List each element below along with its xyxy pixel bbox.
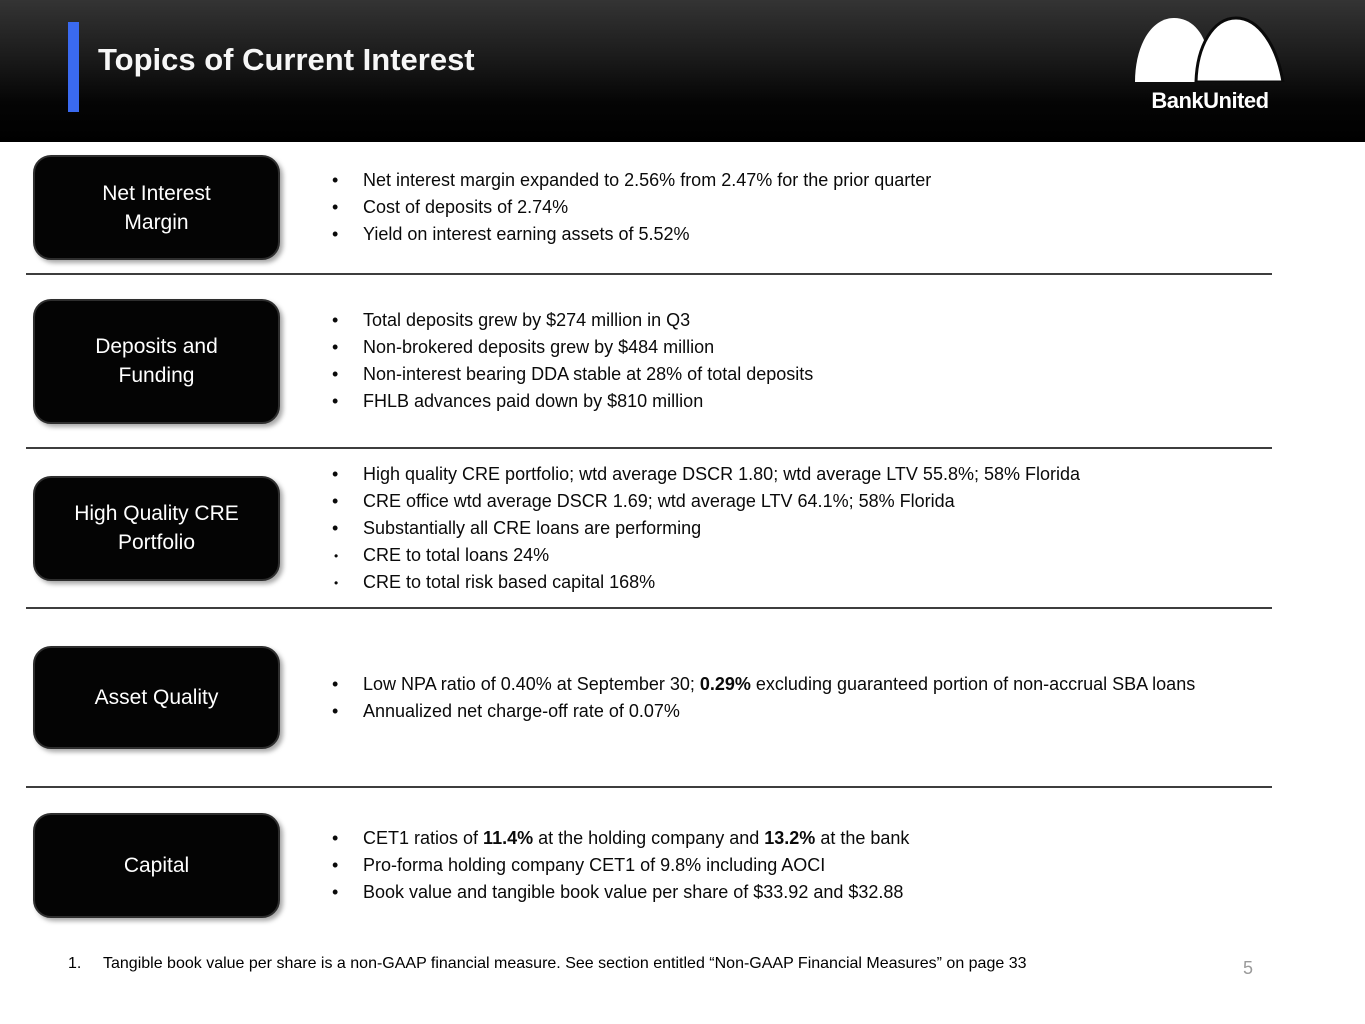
section-divider — [26, 273, 1272, 275]
bullet-item: CRE to total loans 24% — [330, 542, 1280, 570]
topic-label-box: Asset Quality — [33, 646, 280, 749]
bullet-item: Non-brokered deposits grew by $484 milli… — [330, 334, 1280, 361]
bankunited-logo-text: BankUnited — [1151, 88, 1269, 113]
bullet-text-segment: Pro-forma holding company CET1 of 9.8% i… — [363, 854, 826, 875]
topic-label-box: Net Interest Margin — [33, 155, 280, 260]
bullet-text-segment: Annualized net charge-off rate of 0.07% — [363, 700, 680, 721]
bullet-item: Book value and tangible book value per s… — [330, 879, 1280, 906]
topic-section: Asset Quality Low NPA ratio of 0.40% at … — [0, 609, 1365, 786]
section-bullets: Low NPA ratio of 0.40% at September 30; … — [330, 671, 1280, 725]
section-bullets: CET1 ratios of 11.4% at the holding comp… — [330, 825, 1280, 906]
bullet-item: CET1 ratios of 11.4% at the holding comp… — [330, 825, 1280, 852]
bullet-text-segment: Substantially all CRE loans are performi… — [363, 517, 702, 538]
bullet-text-segment: CRE office wtd average DSCR 1.69; wtd av… — [363, 490, 955, 511]
section-label: High Quality CRE Portfolio — [74, 502, 239, 554]
bullet-text-segment: Total deposits grew by $274 million in Q… — [363, 310, 691, 330]
footnote-text: Tangible book value per share is a non-G… — [103, 955, 1027, 972]
bullet-item: Pro-forma holding company CET1 of 9.8% i… — [330, 852, 1280, 879]
bullet-text-segment: CRE to total risk based capital 168% — [363, 571, 656, 592]
section-bullets: Net interest margin expanded to 2.56% fr… — [330, 167, 1280, 248]
bullet-text-segment: Non-brokered deposits grew by $484 milli… — [363, 337, 715, 357]
page-number: 5 — [1243, 958, 1254, 978]
bullet-text-segment: at the bank — [815, 827, 910, 848]
slide-header: Topics of Current Interest BankUnited — [0, 0, 1365, 142]
bullet-text-segment: 11.4% — [483, 827, 534, 848]
bullet-item: High quality CRE portfolio; wtd average … — [330, 461, 1280, 488]
bullet-text-segment: Yield on interest earning assets of 5.52… — [363, 224, 690, 244]
topic-label-box: Capital — [33, 812, 280, 918]
title-accent-bar — [68, 22, 79, 112]
bullet-item: Yield on interest earning assets of 5.52… — [330, 221, 1280, 248]
section-divider — [26, 607, 1272, 609]
footnote-number: 1. — [68, 955, 82, 972]
page-title: Topics of Current Interest — [98, 42, 475, 77]
bullet-item: Cost of deposits of 2.74% — [330, 194, 1280, 221]
bullet-item: Substantially all CRE loans are performi… — [330, 515, 1280, 542]
bullet-text-segment: 13.2% — [764, 827, 816, 848]
bullet-item: CRE office wtd average DSCR 1.69; wtd av… — [330, 488, 1280, 515]
bullet-text-segment: excluding guaranteed portion of non-accr… — [750, 673, 1196, 694]
bullet-item: Non-interest bearing DDA stable at 28% o… — [330, 361, 1280, 388]
section-label: Deposits and Funding — [95, 335, 218, 387]
section-label: Net Interest Margin — [102, 181, 211, 234]
bullet-text-segment: Net interest margin expanded to 2.56% fr… — [363, 170, 932, 190]
bullet-item: Low NPA ratio of 0.40% at September 30; … — [330, 671, 1280, 698]
section-bullets: Total deposits grew by $274 million in Q… — [330, 307, 1280, 415]
bullet-item: Annualized net charge-off rate of 0.07% — [330, 698, 1280, 725]
bullet-text-segment: CET1 ratios of — [363, 827, 484, 848]
topic-label-box: High Quality CRE Portfolio — [33, 475, 280, 581]
footnote: 1. Tangible book value per share is a non… — [68, 955, 1027, 973]
bullet-item: FHLB advances paid down by $810 million — [330, 388, 1280, 415]
section-divider — [26, 786, 1272, 788]
bullet-text-segment: Low NPA ratio of 0.40% at September 30; — [363, 673, 700, 694]
section-divider — [26, 447, 1272, 449]
bankunited-logo: BankUnited — [1132, 16, 1288, 114]
topic-section: Capital CET1 ratios of 11.4% at the hold… — [0, 788, 1365, 942]
bullet-item: Total deposits grew by $274 million in Q… — [330, 307, 1280, 334]
bankunited-arches-icon — [1134, 16, 1285, 82]
bullet-text-segment: Non-interest bearing DDA stable at 28% o… — [363, 364, 814, 384]
bullet-text-segment: FHLB advances paid down by $810 million — [363, 391, 704, 411]
bullet-text-segment: High quality CRE portfolio; wtd average … — [363, 463, 1081, 484]
topic-label-box: Deposits and Funding — [33, 298, 280, 424]
bullet-item: CRE to total risk based capital 168% — [330, 569, 1280, 597]
bullet-item: Net interest margin expanded to 2.56% fr… — [330, 167, 1280, 194]
bullet-text-segment: Cost of deposits of 2.74% — [363, 197, 569, 217]
section-label: Asset Quality — [94, 686, 219, 709]
section-label: Capital — [123, 853, 190, 877]
bullet-text-segment: Book value and tangible book value per s… — [363, 881, 904, 902]
bullet-text-segment: 0.29% — [699, 673, 751, 694]
section-bullets: High quality CRE portfolio; wtd average … — [330, 461, 1280, 597]
bullet-text-segment: CRE to total loans 24% — [363, 544, 550, 565]
bullet-text-segment: at the holding company and — [533, 827, 765, 848]
